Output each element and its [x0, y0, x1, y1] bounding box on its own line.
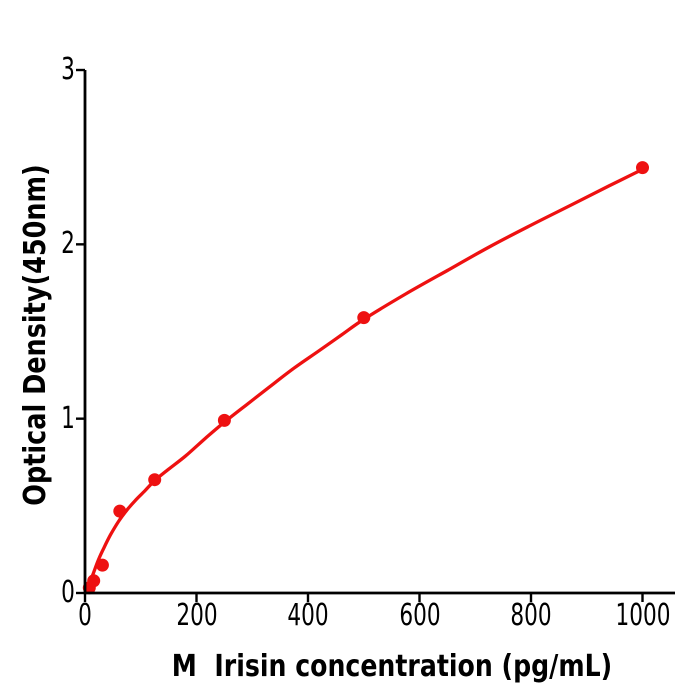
- x-axis-title: M Irisin concentration (pg/mL): [171, 649, 613, 684]
- fit-curve: [83, 167, 645, 595]
- y-tick-label: 1: [61, 400, 75, 436]
- x-tick-label: 600: [398, 598, 441, 633]
- data-point: [113, 504, 127, 518]
- data-point: [148, 473, 162, 487]
- data-point: [87, 574, 101, 588]
- y-tick-label: 2: [61, 226, 75, 262]
- data-point: [217, 413, 231, 427]
- data-point: [636, 161, 649, 175]
- y-tick-label: 0: [61, 575, 75, 610]
- data-point: [357, 311, 371, 325]
- x-tick-label: 0: [78, 598, 92, 633]
- y-axis-title: Optical Density(450nm): [18, 164, 53, 506]
- data-point: [95, 558, 109, 572]
- x-tick-label: 200: [175, 598, 218, 633]
- axis-spines: [83, 70, 675, 595]
- x-tick-label: 800: [510, 598, 552, 633]
- x-tick-label: 400: [287, 598, 329, 633]
- y-tick-label: 3: [61, 52, 75, 87]
- x-tick-label: 1000: [615, 598, 670, 633]
